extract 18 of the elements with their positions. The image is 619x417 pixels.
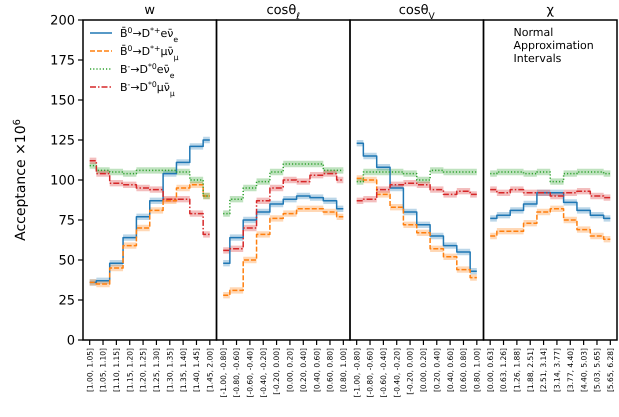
y-tick-label: 25 xyxy=(58,294,75,309)
y-tick-label: 75 xyxy=(58,214,75,229)
legend-label: B$^{-}$→D$^{*0}$eν̄$_{e}$ xyxy=(120,61,175,80)
y-tick-label: 125 xyxy=(50,134,75,149)
chart-title: χ xyxy=(546,3,554,18)
y-tick-label: 200 xyxy=(50,14,75,29)
legend-label: B̄$^{0}$→D$^{*+}$μν̄$_{μ}$ xyxy=(120,43,179,62)
y-tick-label: 150 xyxy=(50,94,75,109)
y-tick-label: 50 xyxy=(58,254,75,269)
annotation: Normal Approximation Intervals xyxy=(514,26,594,65)
legend-label: B$^{-}$→D$^{*0}$μν̄$_{μ}$ xyxy=(120,79,175,98)
y-tick-label: 100 xyxy=(50,174,75,189)
chart-title: cosθ$_{ℓ}$ xyxy=(266,3,300,22)
chart-title: cosθ$_{V}$ xyxy=(398,3,436,22)
chart-title: w xyxy=(144,3,156,18)
legend-label: B̄$^{0}$→D$^{*+}$eν̄$_{e}$ xyxy=(120,25,178,44)
y-tick-label: 175 xyxy=(50,54,75,69)
y-tick-label: 0 xyxy=(66,334,75,349)
